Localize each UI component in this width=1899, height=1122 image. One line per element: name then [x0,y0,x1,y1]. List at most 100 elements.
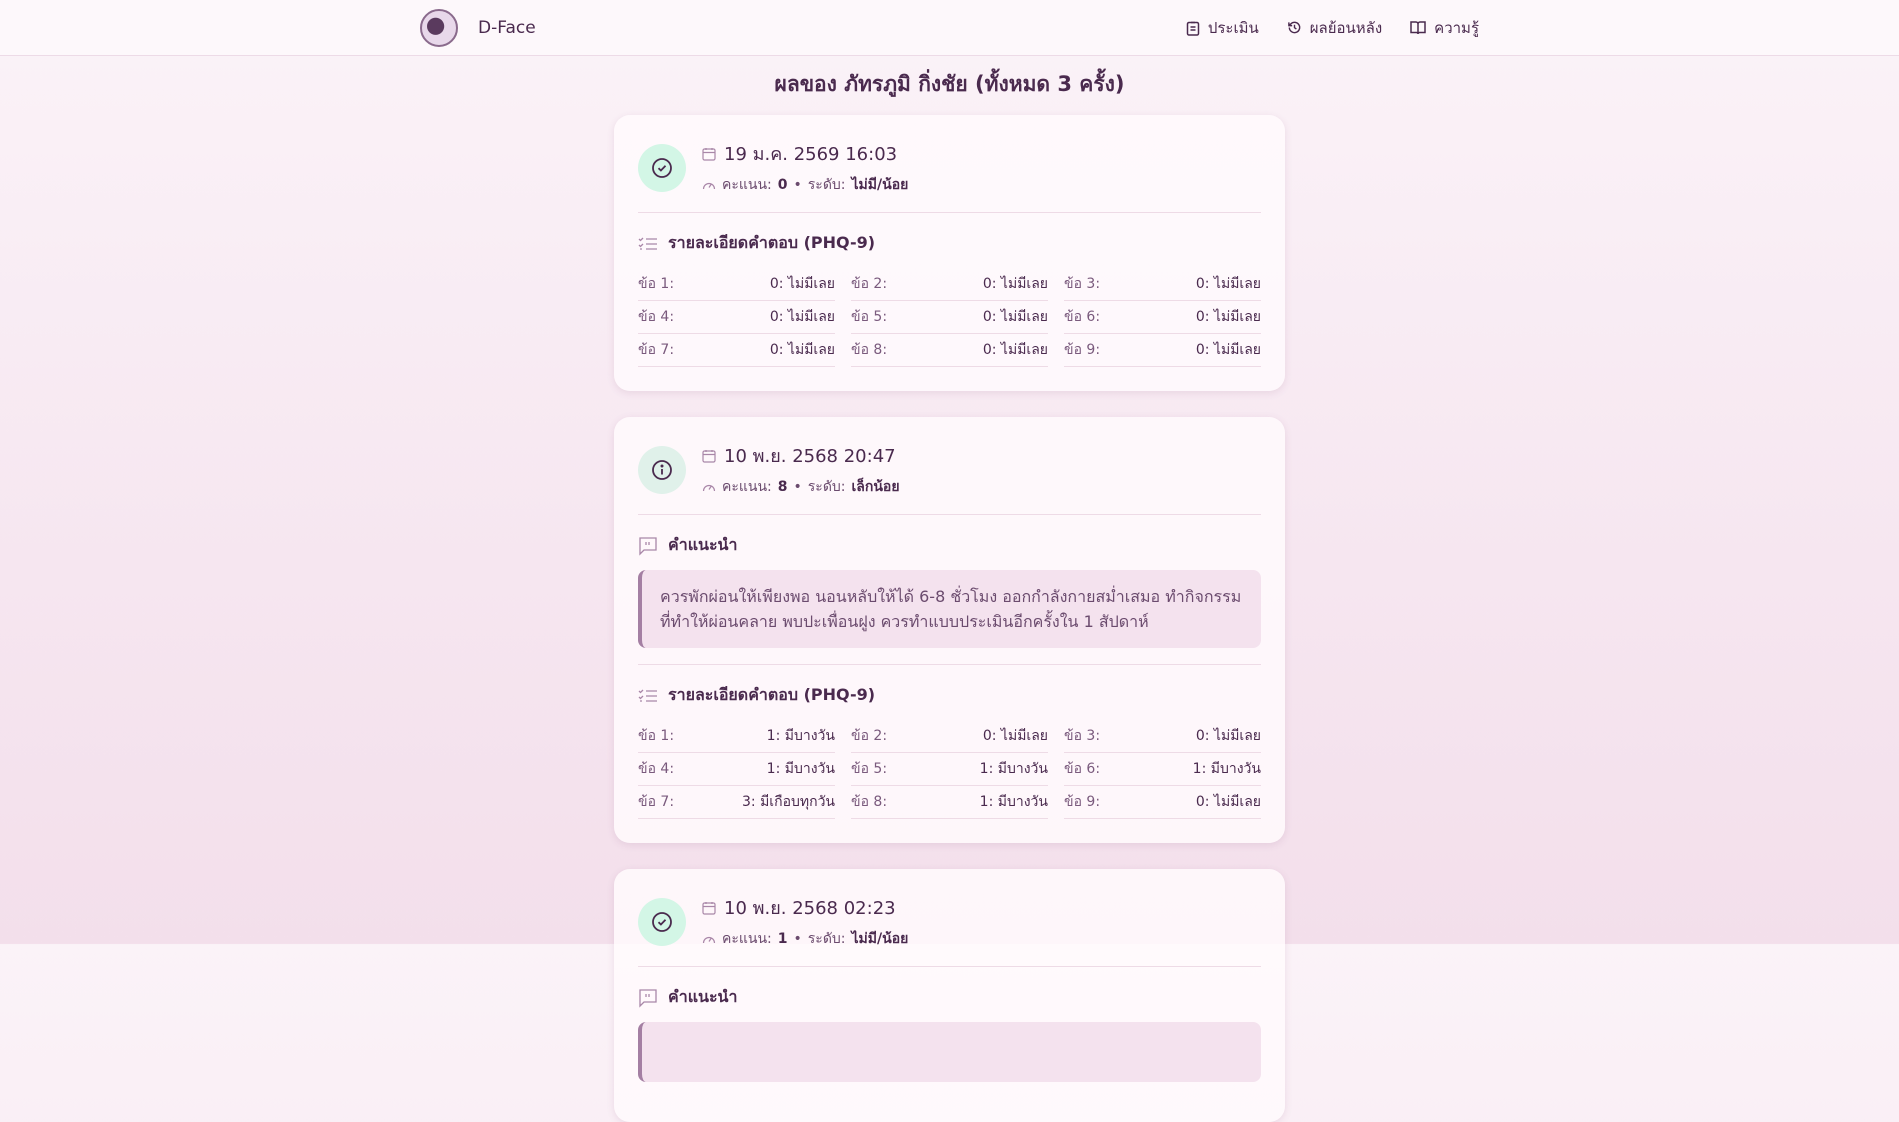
question-label: ข้อ 5: [851,309,888,325]
question-label: ข้อ 3: [1064,276,1101,292]
question-label: ข้อ 8: [851,794,888,810]
advice-text: ควรพักผ่อนให้เพียงพอ นอนหลับให้ได้ 6-8 ช… [638,570,1261,648]
result-date: 10 พ.ย. 2568 02:23 [724,898,896,919]
advice-heading: คำแนะนำ [638,533,1261,558]
info-circle-icon [652,459,672,480]
question-label: ข้อ 9: [1064,342,1101,358]
logo[interactable] [420,8,458,47]
status-badge [638,897,686,946]
answer-row: ข้อ 6: 0: ไม่มีเลย [1064,301,1261,334]
answer-row: ข้อ 4: 1: มีบางวัน [638,753,835,786]
check-circle-icon [652,911,672,932]
checklist-icon [638,237,657,250]
result-header: 19 ม.ค. 2569 16:03 คะแนน: 0 • ระดับ: ไม่มี… [638,139,1261,213]
answer-row: ข้อ 8: 0: ไม่มีเลย [851,334,1048,367]
answer-value: 0: ไม่มีเลย [1195,728,1261,744]
answer-row: ข้อ 5: 0: ไม่มีเลย [851,301,1048,334]
answer-row: ข้อ 2: 0: ไม่มีเลย [851,720,1048,753]
answer-row: ข้อ 2: 0: ไม่มีเลย [851,268,1048,301]
result-card: 19 ม.ค. 2569 16:03 คะแนน: 0 • ระดับ: ไม่มี… [614,115,1285,391]
details-heading: รายละเอียดคำตอบ (PHQ-9) [638,683,1261,708]
brand-name[interactable]: D-Face [478,17,536,38]
answer-value: 0: ไม่มีเลย [769,309,835,325]
answer-value: 1: มีบางวัน [766,761,835,777]
quote-icon [639,988,657,1008]
history-icon [1287,21,1301,34]
checklist-icon [638,689,657,702]
question-label: ข้อ 8: [851,342,888,358]
answer-value: 1: มีบางวัน [1192,761,1261,777]
question-label: ข้อ 7: [638,342,675,358]
question-label: ข้อ 9: [1064,794,1101,810]
question-label: ข้อ 6: [1064,309,1101,325]
gauge-icon [702,936,716,944]
answer-value: 3: มีเกือบทุกวัน [742,794,835,810]
answer-value: 1: มีบางวัน [766,728,835,744]
answer-row: ข้อ 7: 3: มีเกือบทุกวัน [638,786,835,819]
result-card: 10 พ.ย. 2568 02:23 คะแนน: 1 • ระดับ: ไม่มี… [614,869,1285,1122]
nav-knowledge[interactable]: ความรู้ [1410,16,1479,40]
answer-row: ข้อ 3: 0: ไม่มีเลย [1064,720,1261,753]
question-label: ข้อ 1: [638,728,675,744]
nav-assess[interactable]: ประเมิน [1186,16,1259,40]
answer-value: 0: ไม่มีเลย [1195,309,1261,325]
question-label: ข้อ 3: [1064,728,1101,744]
answer-row: ข้อ 1: 0: ไม่มีเลย [638,268,835,301]
question-label: ข้อ 7: [638,794,675,810]
gauge-icon [702,182,716,190]
calendar-icon [702,147,716,161]
score-value: 8 [777,479,788,495]
answer-value: 0: ไม่มีเลย [769,342,835,358]
result-date: 19 ม.ค. 2569 16:03 [724,144,898,165]
level-value: ไม่มี/น้อย [851,931,909,947]
advice-heading: คำแนะนำ [638,985,1261,1010]
answer-row: ข้อ 9: 0: ไม่มีเลย [1064,786,1261,819]
top-nav: D-Face ประเมิน ผลย้อนหลัง ความรู้ [0,0,1899,56]
quote-icon [639,536,657,556]
result-date: 10 พ.ย. 2568 20:47 [724,446,896,467]
answer-value: 0: ไม่มีเลย [769,276,835,292]
answer-value: 1: มีบางวัน [979,761,1048,777]
result-card: 10 พ.ย. 2568 20:47 คะแนน: 8 • ระดับ: เล็กน… [614,417,1285,843]
answers-grid: ข้อ 1: 0: ไม่มีเลย ข้อ 2: 0: ไม่มีเลย ข้อ 3:… [638,268,1261,367]
result-header: 10 พ.ย. 2568 20:47 คะแนน: 8 • ระดับ: เล็กน… [638,441,1261,515]
status-badge [638,445,686,494]
question-label: ข้อ 5: [851,761,888,777]
answer-value: 0: ไม่มีเลย [1195,276,1261,292]
answers-grid: ข้อ 1: 1: มีบางวัน ข้อ 2: 0: ไม่มีเลย ข้อ 3:… [638,720,1261,819]
answer-row: ข้อ 8: 1: มีบางวัน [851,786,1048,819]
answer-value: 0: ไม่มีเลย [982,342,1048,358]
nav-history[interactable]: ผลย้อนหลัง [1287,16,1382,40]
answer-value: 0: ไม่มีเลย [982,728,1048,744]
question-label: ข้อ 4: [638,309,675,325]
calendar-icon [702,449,716,463]
answer-row: ข้อ 6: 1: มีบางวัน [1064,753,1261,786]
result-header: 10 พ.ย. 2568 02:23 คะแนน: 1 • ระดับ: ไม่มี… [638,893,1261,967]
answer-row: ข้อ 3: 0: ไม่มีเลย [1064,268,1261,301]
calendar-icon [702,901,716,915]
answer-value: 0: ไม่มีเลย [982,309,1048,325]
answer-row: ข้อ 5: 1: มีบางวัน [851,753,1048,786]
score-value: 1 [777,931,788,947]
question-label: ข้อ 1: [638,276,675,292]
question-label: ข้อ 2: [851,728,888,744]
question-label: ข้อ 6: [1064,761,1101,777]
question-label: ข้อ 2: [851,276,888,292]
answer-value: 1: มีบางวัน [979,794,1048,810]
answer-value: 0: ไม่มีเลย [1195,342,1261,358]
clipboard-icon [1186,21,1200,36]
answer-row: ข้อ 4: 0: ไม่มีเลย [638,301,835,334]
level-value: ไม่มี/น้อย [851,177,909,193]
question-label: ข้อ 4: [638,761,675,777]
answer-row: ข้อ 9: 0: ไม่มีเลย [1064,334,1261,367]
check-circle-icon [652,157,672,178]
score-value: 0 [777,177,788,193]
answer-value: 0: ไม่มีเลย [1195,794,1261,810]
status-badge [638,143,686,192]
answer-row: ข้อ 1: 1: มีบางวัน [638,720,835,753]
answer-value: 0: ไม่มีเลย [982,276,1048,292]
page-title: ผลของ ภัทรภูมิ กิ่งชัย (ทั้งหมด 3 ครั้ง) [774,72,1125,96]
details-heading: รายละเอียดคำตอบ (PHQ-9) [638,231,1261,256]
advice-text [638,1022,1261,1082]
gauge-icon [702,484,716,492]
